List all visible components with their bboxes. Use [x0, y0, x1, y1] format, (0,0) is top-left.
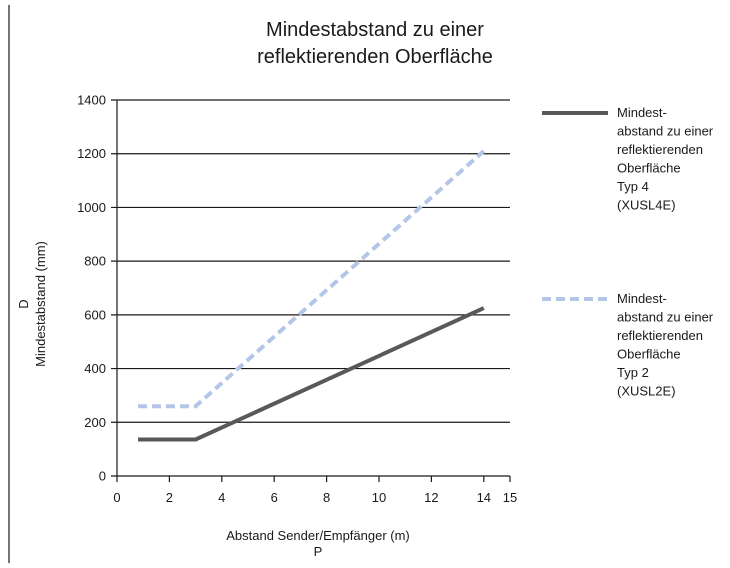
legend-label-line: Typ 4 [617, 179, 649, 194]
x-axis-label: Abstand Sender/Empfänger (m) [226, 528, 410, 543]
x-axis-symbol: P [314, 544, 323, 559]
x-tick-label: 2 [166, 490, 173, 505]
x-tick-label: 15 [503, 490, 517, 505]
y-axis-label: Mindestabstand (mm) [33, 241, 48, 367]
legend-label-line: abstand zu einer [617, 310, 714, 325]
x-tick-label: 10 [372, 490, 386, 505]
chart-title-line-1: Mindestabstand zu einer [266, 19, 484, 41]
legend-label-line: (XUSL4E) [617, 198, 676, 213]
x-tick-label: 6 [271, 490, 278, 505]
y-tick-label: 1200 [77, 146, 106, 161]
grid-layer [111, 99, 510, 477]
x-tick-label: 12 [424, 490, 438, 505]
x-tick-label: 8 [323, 490, 330, 505]
series-line-2 [138, 149, 486, 409]
legend-label-line: reflektierenden [617, 328, 703, 343]
axis-layer: 0 200 400 600 800 1000 1200 1400 0 2 4 6 8 10 12 14 15 [77, 93, 517, 506]
y-tick-label: 1400 [77, 93, 106, 108]
x-tick-label: 0 [113, 490, 120, 505]
y-axis-symbol: D [16, 299, 31, 308]
y-tick-label: 600 [84, 307, 106, 322]
y-tick-label: 200 [84, 415, 106, 430]
y-tick-label: 400 [84, 361, 106, 376]
series-layer [138, 149, 486, 442]
legend-label-line: reflektierenden [617, 142, 703, 157]
legend-label-line: abstand zu einer [617, 124, 714, 139]
chart-title-line-2: reflektierenden Oberfläche [257, 46, 493, 68]
legend-label-line: (XUSL2E) [617, 384, 676, 399]
y-tick-label: 1000 [77, 200, 106, 215]
legend-label-line: Oberfläche [617, 161, 681, 176]
x-tick-label: 4 [218, 490, 225, 505]
legend-label-line: Typ 2 [617, 365, 649, 380]
legend-layer: Mindest-abstand zu einer reflektierenden O… [542, 105, 714, 399]
y-tick-label: 0 [99, 469, 106, 484]
y-tick-label: 800 [84, 254, 106, 269]
legend-label-line: Mindest- [617, 105, 667, 120]
legend-label-line: Oberfläche [617, 347, 681, 362]
x-tick-label: 14 [477, 490, 491, 505]
legend-label-line: Mindest- [617, 291, 667, 306]
series-line-1 [138, 306, 485, 442]
